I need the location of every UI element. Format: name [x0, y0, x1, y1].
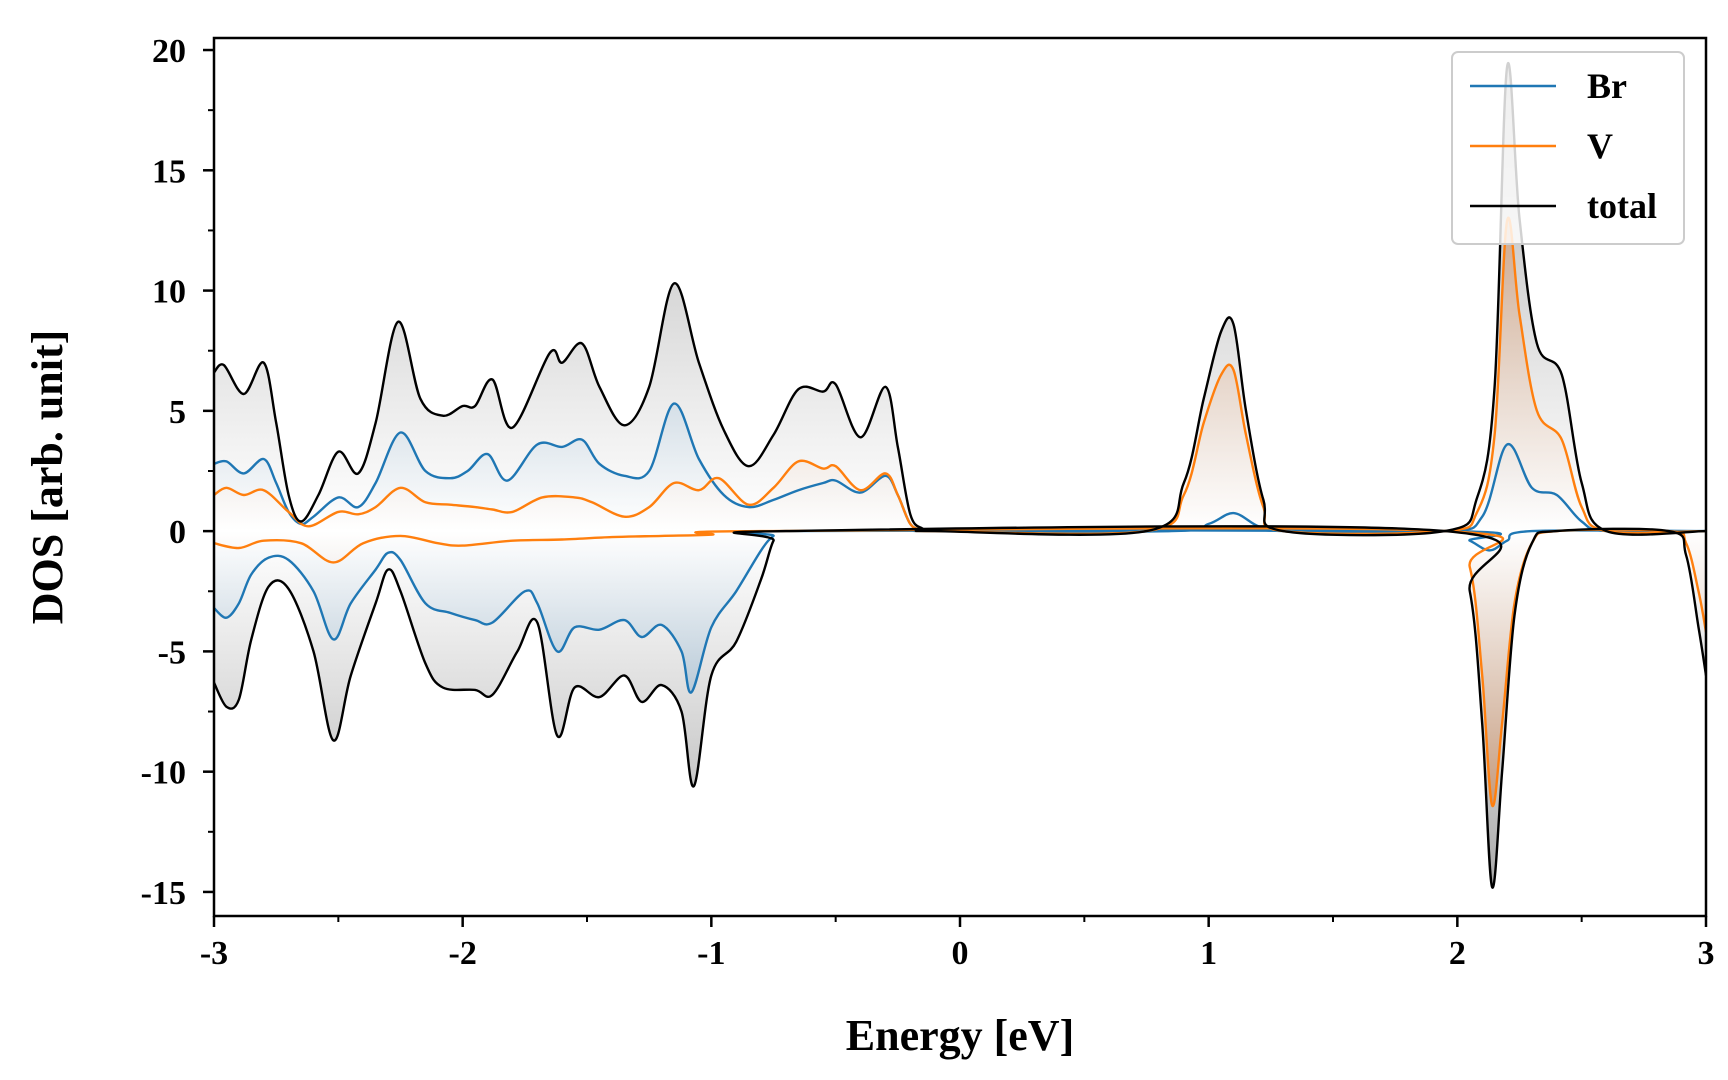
- x-tick-label: 3: [1698, 935, 1715, 972]
- line-total-down: [214, 525, 1706, 889]
- x-axis-ticks: -3 -2 -1 0 1 2 3: [200, 916, 1715, 972]
- y-axis-title: DOS [arb. unit]: [23, 330, 72, 625]
- x-tick-label: -3: [200, 935, 228, 972]
- fill-v-up: [214, 217, 1706, 534]
- y-tick-label: -15: [141, 875, 186, 912]
- fill-br-down: [214, 530, 1706, 693]
- x-tick-label: -2: [449, 935, 477, 972]
- x-tick-label: 1: [1200, 935, 1217, 972]
- y-tick-label: 0: [169, 514, 186, 551]
- legend-label-total: total: [1587, 186, 1657, 226]
- y-tick-label: 20: [152, 33, 186, 70]
- y-tick-label: 15: [152, 153, 186, 190]
- line-total-up: [214, 62, 1706, 537]
- y-tick-label: 5: [169, 394, 186, 431]
- fill-total-up: [214, 63, 1706, 536]
- y-tick-label: -5: [158, 634, 186, 671]
- x-tick-label: 2: [1449, 935, 1466, 972]
- x-axis-title: Energy [eV]: [846, 1011, 1075, 1060]
- x-tick-label: -1: [697, 935, 725, 972]
- y-tick-label: -10: [141, 755, 186, 792]
- y-tick-label: 10: [152, 274, 186, 311]
- legend-label-v: V: [1587, 126, 1613, 166]
- dos-series-lines: [214, 62, 1706, 889]
- x-tick-label: 0: [952, 935, 969, 972]
- y-axis-ticks: -15 -10 -5 0 5 10 15 20: [141, 33, 214, 912]
- line-v-up: [214, 216, 1706, 536]
- legend-box: [1451, 51, 1685, 245]
- legend-label-br: Br: [1587, 66, 1627, 106]
